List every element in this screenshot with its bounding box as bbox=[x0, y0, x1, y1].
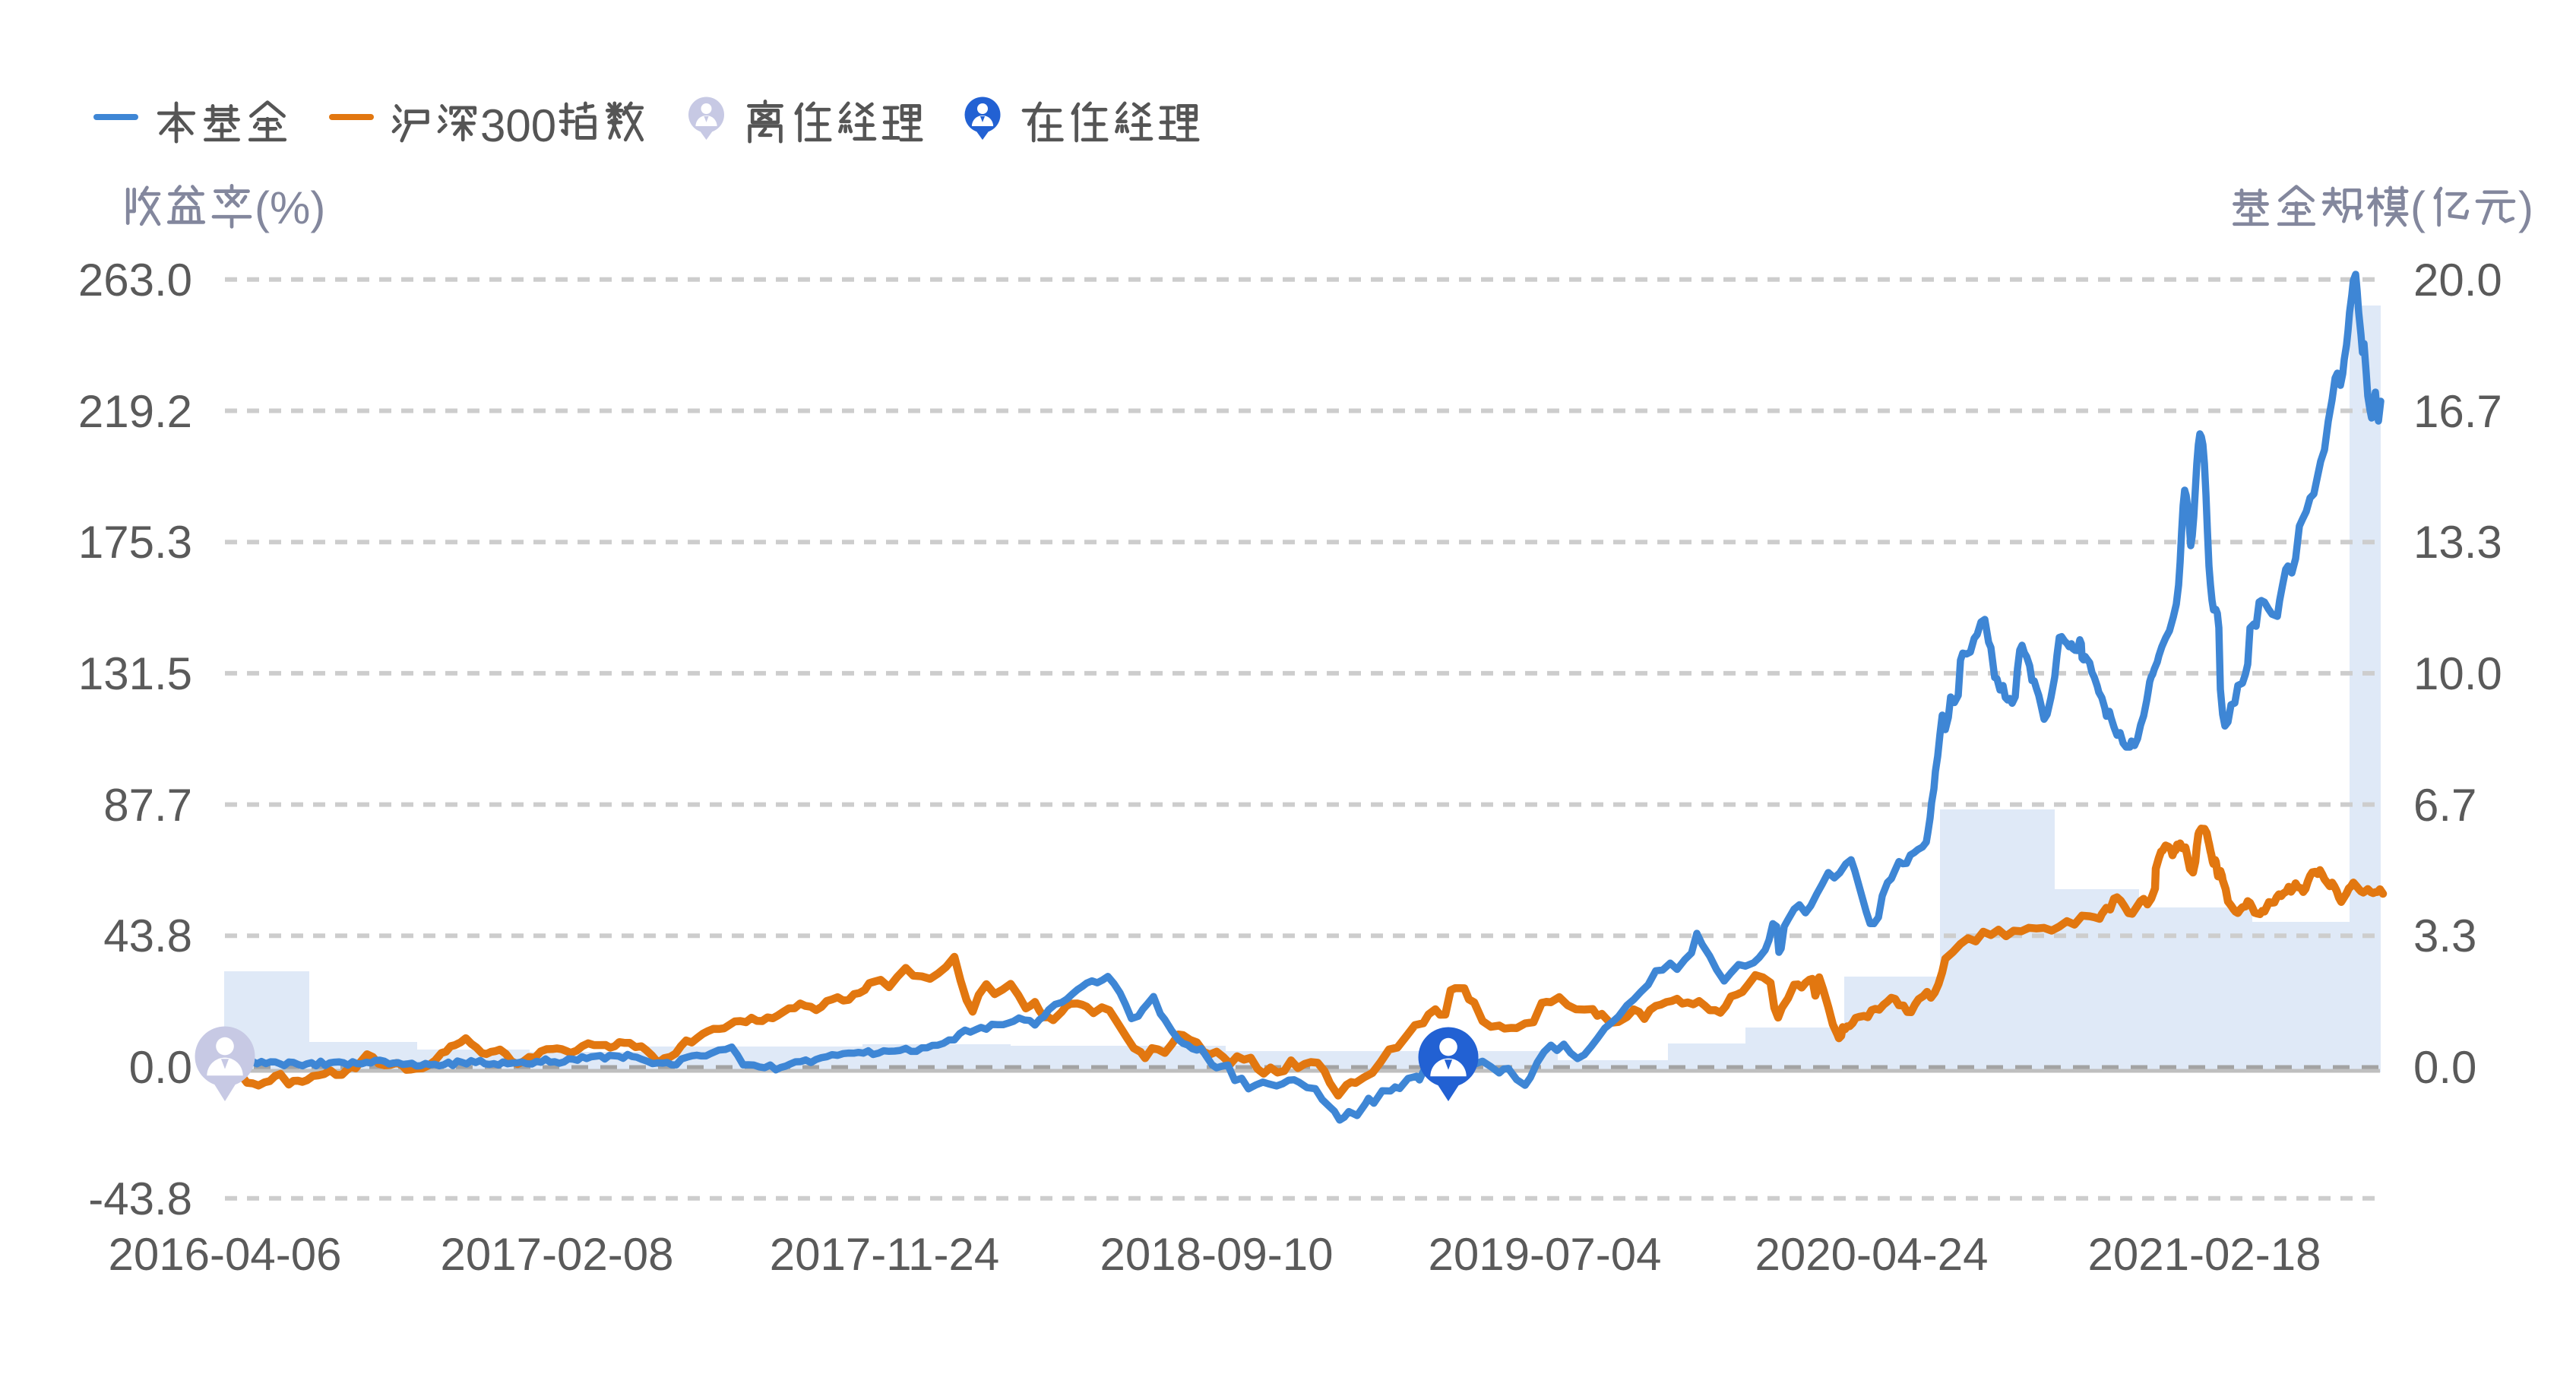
svg-text:10.0: 10.0 bbox=[2413, 648, 2502, 699]
svg-text:(: ( bbox=[2410, 182, 2426, 233]
svg-text:175.3: 175.3 bbox=[78, 517, 192, 568]
svg-text:263.0: 263.0 bbox=[78, 255, 192, 306]
svg-text:2019-07-04: 2019-07-04 bbox=[1429, 1229, 1662, 1280]
svg-text:(%): (%) bbox=[255, 182, 325, 233]
svg-text:2017-11-24: 2017-11-24 bbox=[770, 1229, 999, 1280]
svg-text:2020-04-24: 2020-04-24 bbox=[1755, 1229, 1989, 1280]
svg-text:): ) bbox=[2518, 182, 2533, 233]
svg-text:20.0: 20.0 bbox=[2413, 255, 2502, 306]
svg-text:87.7: 87.7 bbox=[103, 780, 192, 831]
svg-text:131.5: 131.5 bbox=[78, 648, 192, 699]
svg-text:3.3: 3.3 bbox=[2413, 910, 2476, 961]
svg-text:16.7: 16.7 bbox=[2413, 386, 2502, 437]
svg-text:43.8: 43.8 bbox=[103, 910, 192, 961]
svg-text:0.0: 0.0 bbox=[129, 1042, 192, 1093]
svg-text:6.7: 6.7 bbox=[2413, 780, 2476, 831]
svg-text:2021-02-18: 2021-02-18 bbox=[2088, 1229, 2321, 1280]
svg-text:-43.8: -43.8 bbox=[88, 1173, 192, 1224]
svg-text:2016-04-06: 2016-04-06 bbox=[109, 1229, 342, 1280]
svg-text:0.0: 0.0 bbox=[2413, 1042, 2476, 1093]
svg-text:2018-09-10: 2018-09-10 bbox=[1100, 1229, 1334, 1280]
svg-text:300: 300 bbox=[480, 100, 556, 151]
svg-text:13.3: 13.3 bbox=[2413, 517, 2502, 568]
svg-text:219.2: 219.2 bbox=[78, 386, 192, 437]
svg-text:2017-02-08: 2017-02-08 bbox=[441, 1229, 674, 1280]
